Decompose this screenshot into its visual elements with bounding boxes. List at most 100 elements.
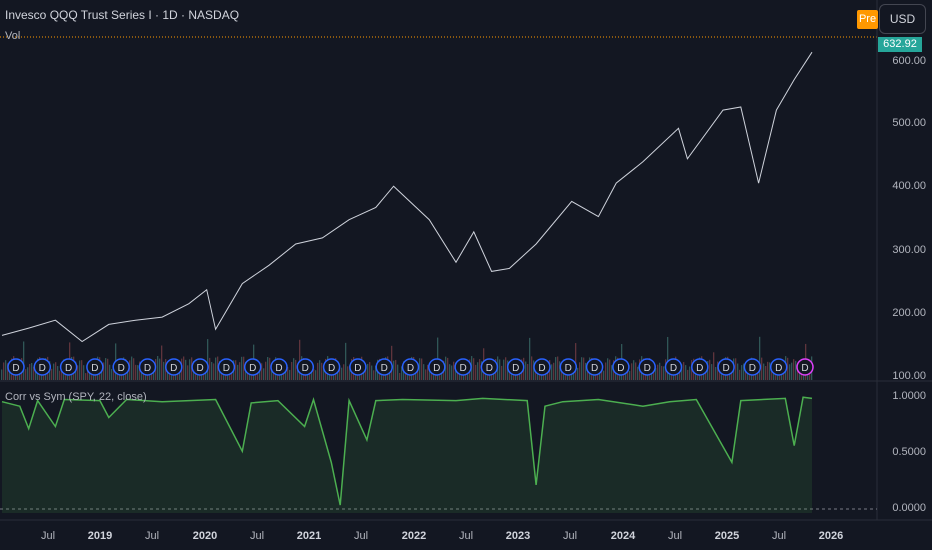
volume-bar xyxy=(163,361,165,380)
volume-bar xyxy=(661,365,663,380)
volume-bar xyxy=(795,360,797,380)
dividend-marker[interactable] xyxy=(480,358,499,376)
dividend-marker[interactable] xyxy=(59,358,78,376)
dividend-marker[interactable] xyxy=(322,358,341,376)
dividend-marker[interactable] xyxy=(454,358,472,376)
volume-bar xyxy=(449,364,451,380)
dividend-marker[interactable] xyxy=(86,358,104,376)
dividend-marker[interactable] xyxy=(401,358,420,376)
dividend-marker[interactable] xyxy=(270,358,288,376)
correlation-series xyxy=(1,396,813,513)
volume-bar xyxy=(505,357,507,380)
dividend-marker[interactable] xyxy=(296,358,315,376)
dividend-marker-label: D xyxy=(196,363,203,374)
dividend-marker-label: D xyxy=(12,363,19,374)
dividend-marker[interactable] xyxy=(506,358,525,376)
volume-bar xyxy=(129,360,131,380)
volume-bar xyxy=(339,368,341,380)
volume-bar xyxy=(543,372,545,380)
dividend-marker[interactable] xyxy=(743,358,762,376)
time-axis-label: Jul xyxy=(562,530,578,542)
dividend-marker[interactable] xyxy=(375,358,393,376)
dividend-marker[interactable] xyxy=(638,358,656,376)
dividend-marker-label: D xyxy=(696,363,703,374)
dividend-marker[interactable] xyxy=(165,358,183,376)
volume-bar xyxy=(211,361,213,380)
price-line xyxy=(1,51,813,343)
dividend-marker[interactable] xyxy=(138,358,157,376)
dividend-marker[interactable] xyxy=(349,358,367,376)
dividend-marker[interactable] xyxy=(717,358,735,376)
dividend-marker-label: D xyxy=(801,363,808,374)
volume-bar xyxy=(569,371,571,380)
dividend-marker[interactable] xyxy=(533,358,551,376)
dividend-marker[interactable] xyxy=(217,358,236,376)
volume-bar xyxy=(631,363,633,380)
volume-bar xyxy=(111,368,113,380)
dividend-marker[interactable] xyxy=(7,358,25,376)
volume-bar xyxy=(765,365,767,380)
volume-bar xyxy=(371,365,373,380)
volume-bar xyxy=(159,358,161,380)
volume-bar xyxy=(713,352,715,380)
volume-bar xyxy=(55,362,57,380)
dividend-marker[interactable] xyxy=(612,358,630,376)
dividend-marker-label: D xyxy=(407,363,414,374)
volume-bar xyxy=(475,364,477,380)
dividend-marker-label: D xyxy=(775,363,782,374)
volume-bar xyxy=(263,368,265,380)
volume-bar xyxy=(535,367,537,380)
volume-bar xyxy=(477,362,479,380)
dividend-marker-label: D xyxy=(670,363,677,374)
volume-bar xyxy=(319,360,321,380)
volume-bar xyxy=(663,366,665,380)
volume-bar xyxy=(581,357,583,380)
volume-bar xyxy=(297,365,299,380)
dividend-marker[interactable] xyxy=(796,358,814,376)
dividend-marker[interactable] xyxy=(664,358,683,376)
volume-bar xyxy=(655,368,657,380)
volume-bar xyxy=(161,345,163,380)
currency-button[interactable]: USD xyxy=(879,4,926,34)
dividend-marker[interactable] xyxy=(559,358,578,376)
time-axis-label: 2026 xyxy=(818,530,844,542)
symbol-title[interactable]: Invesco QQQ Trust Series I · 1D · NASDAQ xyxy=(5,8,240,22)
volume-bar xyxy=(33,366,35,380)
volume-bar xyxy=(709,359,711,380)
volume-bar xyxy=(577,367,579,380)
time-axis-label: 2021 xyxy=(296,530,322,542)
dividend-marker[interactable] xyxy=(585,358,604,376)
dividend-marker[interactable] xyxy=(428,358,446,376)
dividend-marker[interactable] xyxy=(691,358,709,376)
volume-bar xyxy=(27,367,29,380)
indicator-label[interactable]: Corr vs Sym (SPY, 22, close) xyxy=(5,391,147,403)
volume-bar xyxy=(527,363,529,380)
volume-bar xyxy=(531,356,533,380)
volume-bar xyxy=(741,365,743,380)
volume-bar xyxy=(87,365,89,380)
volume-bar xyxy=(133,358,135,380)
dividend-marker-label: D xyxy=(433,363,440,374)
dividend-marker[interactable] xyxy=(191,358,209,376)
volume-bar xyxy=(323,366,325,380)
volume-bar xyxy=(187,365,189,380)
price-axis-label: 100.00 xyxy=(892,370,926,382)
dividend-marker[interactable] xyxy=(33,358,52,376)
dividend-marker[interactable] xyxy=(243,358,262,376)
volume-bar xyxy=(633,360,635,380)
price-axis-label: 400.00 xyxy=(892,180,926,192)
dividend-marker[interactable] xyxy=(769,358,788,376)
volume-label[interactable]: Vol xyxy=(5,30,21,42)
volume-bar xyxy=(135,364,137,380)
volume-bar xyxy=(559,361,561,380)
volume-bar xyxy=(229,372,231,380)
volume-bar xyxy=(685,365,687,380)
dividend-marker[interactable] xyxy=(112,358,130,376)
volume-bar xyxy=(113,364,115,380)
price-axis-label: 500.00 xyxy=(892,117,926,129)
volume-bar xyxy=(345,342,347,380)
volume-bar xyxy=(109,364,111,380)
premarket-badge: Pre xyxy=(857,10,878,29)
